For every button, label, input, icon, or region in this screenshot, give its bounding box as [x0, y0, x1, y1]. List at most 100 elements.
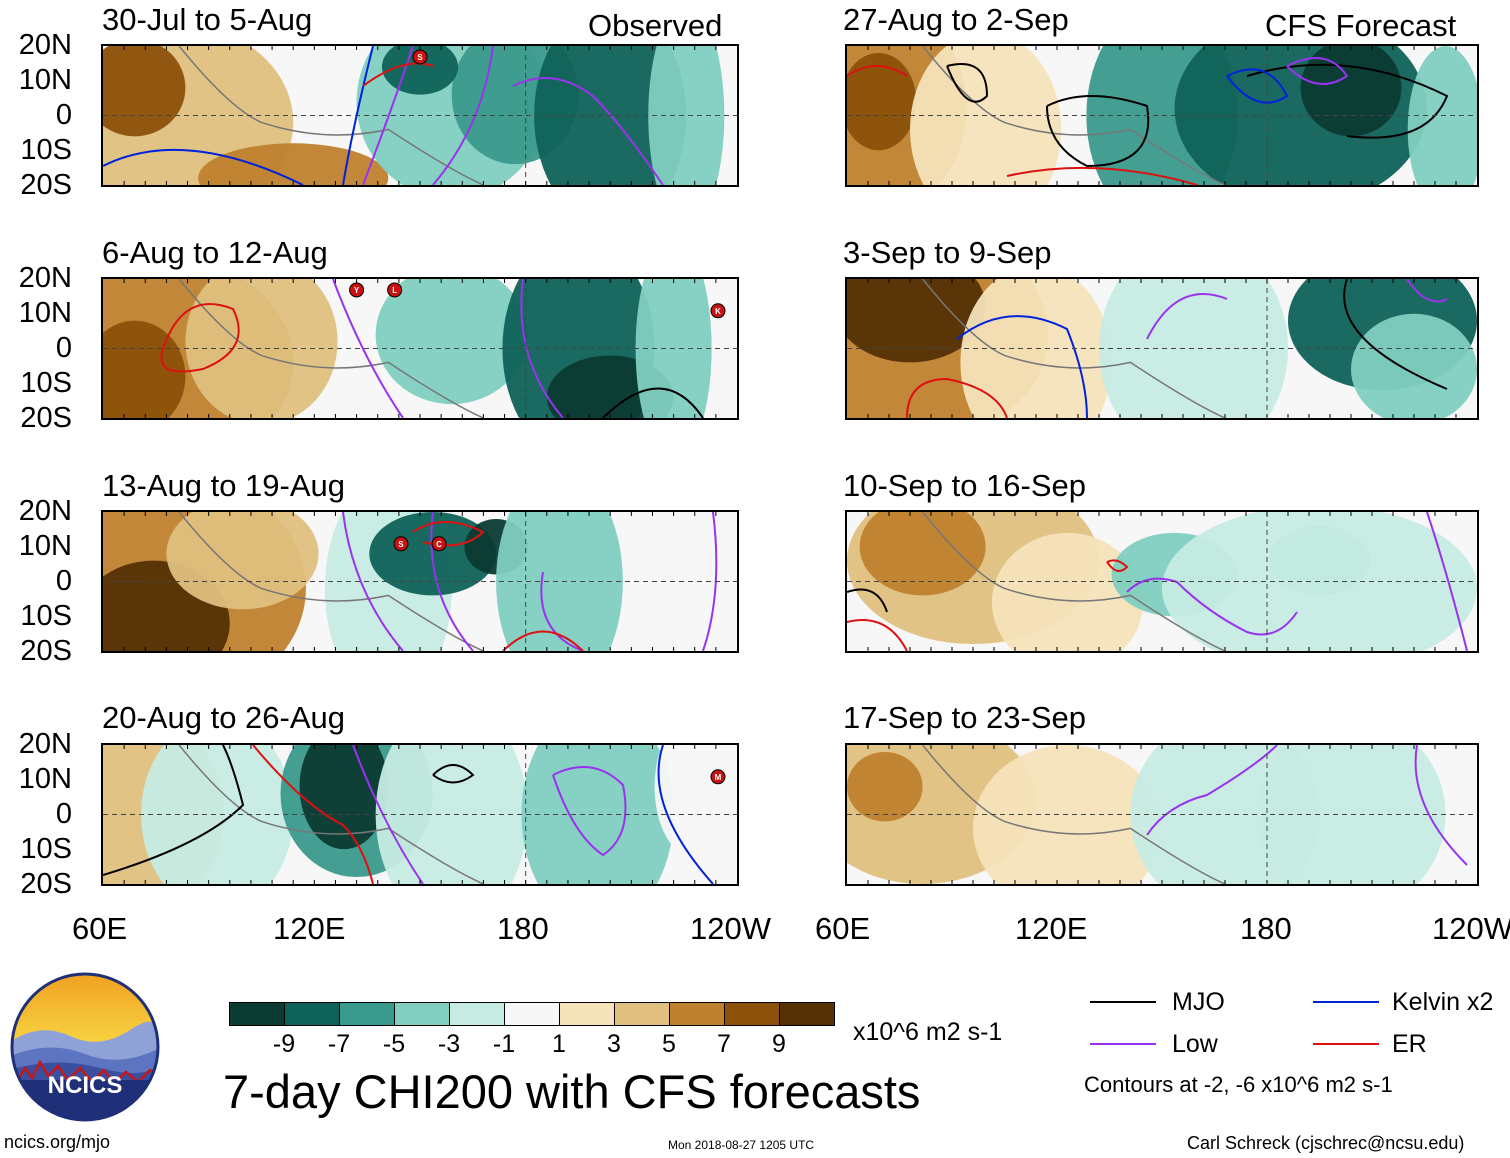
contour-line: [432, 764, 475, 784]
storm-marker: S: [412, 49, 428, 65]
storm-marker: Y: [349, 282, 365, 298]
contour-line: [252, 745, 374, 884]
anomaly-shading: [185, 279, 338, 418]
lat-label: 20N: [18, 728, 72, 760]
colorbar-units: x10^6 m2 s-1: [853, 1018, 1003, 1046]
contour-line: [1246, 63, 1449, 139]
contour-line: [512, 77, 664, 185]
lat-label: 10S: [20, 600, 72, 632]
lat-label: 0: [55, 332, 72, 364]
legend-label-kelvin: Kelvin x2: [1392, 988, 1494, 1016]
anomaly-shading: [299, 745, 389, 850]
lon-label-observed-60e: 60E: [72, 911, 128, 946]
storm-marker-symbol: [349, 282, 365, 298]
observed-panel-title-4: 20-Aug to 26-Aug: [102, 700, 346, 735]
coastline: [922, 46, 1226, 185]
lat-label: 20N: [18, 262, 72, 294]
forecast-panel-title-2: 3-Sep to 9-Sep: [843, 235, 1052, 270]
anomaly-shading: [859, 512, 986, 596]
coastline: [178, 46, 484, 185]
colorbar-swatch: [669, 1002, 725, 1026]
lon-label-observed-120w: 120W: [690, 911, 771, 946]
map-panel-forecast-3: [845, 510, 1479, 653]
contour-line: [103, 148, 304, 185]
colorbar-tick-label: -9: [272, 1030, 296, 1058]
lat-label: 10N: [18, 763, 72, 795]
contour-line: [946, 63, 989, 103]
lat-label: 20S: [20, 635, 72, 667]
lon-label-forecast-180: 180: [1240, 911, 1292, 946]
colorbar-tick-label: -3: [437, 1030, 461, 1058]
storm-marker-letter: Y: [354, 286, 360, 295]
coastline: [178, 745, 484, 884]
contour-line: [602, 387, 704, 418]
anomaly-shading: [496, 512, 623, 651]
contour-line: [342, 46, 374, 185]
contour-line: [1126, 577, 1298, 636]
map-panel-forecast-1: [845, 44, 1479, 187]
storm-marker: M: [710, 769, 726, 785]
storm-marker-symbol: [393, 536, 409, 552]
storm-marker-symbol: [412, 49, 428, 65]
storm-marker-letter: L: [392, 286, 397, 295]
contour-line: [702, 512, 718, 651]
anomaly-shading: [198, 143, 389, 185]
map-panel-forecast-2: [845, 277, 1479, 420]
lat-label: 0: [55, 99, 72, 131]
colorbar-tick-label: -7: [327, 1030, 351, 1058]
contour-line: [1406, 279, 1448, 303]
colorbar-swatch: [284, 1002, 340, 1026]
contour-line: [1414, 745, 1468, 866]
colorbar-tick-label: 3: [607, 1030, 621, 1058]
colorbar-tick-label: 1: [552, 1030, 566, 1058]
lat-label: 10S: [20, 134, 72, 166]
map-panel-observed-1: S: [101, 44, 739, 187]
contour-line: [362, 46, 414, 185]
lat-label: 10N: [18, 297, 72, 329]
colorbar-tick-label: -5: [382, 1030, 406, 1058]
contour-line: [352, 745, 424, 884]
colorbar-swatch: [614, 1002, 670, 1026]
contour-line: [432, 46, 494, 185]
legend-label-low: Low: [1172, 1030, 1218, 1058]
contour-line: [906, 377, 1008, 418]
contour-line: [956, 315, 1088, 418]
anomaly-shading: [375, 745, 528, 884]
legend-label-er: ER: [1392, 1030, 1427, 1058]
anomaly-shading: [648, 46, 725, 185]
footer-url[interactable]: ncics.org/mjo: [4, 1132, 111, 1152]
lat-label: 0: [55, 798, 72, 830]
observed-panel-title-1: 30-Jul to 5-Aug: [102, 2, 313, 37]
anomaly-shading: [991, 532, 1144, 651]
colorbar-tick-label: 5: [662, 1030, 676, 1058]
colorbar: [229, 1002, 835, 1026]
footer-timestamp: Mon 2018-08-27 1205 UTC: [668, 1138, 815, 1152]
colorbar-swatch: [779, 1002, 835, 1026]
contour-line: [1106, 559, 1129, 572]
contour-line: [847, 65, 908, 77]
contour-line: [1146, 745, 1278, 836]
colorbar-ticks: -9 -7 -5 -3 -1 1 3 5 7 9: [229, 1032, 834, 1062]
lon-label-observed-120e: 120E: [273, 911, 346, 946]
storm-marker-letter: S: [417, 53, 423, 62]
contour-line: [540, 571, 584, 651]
footer-author: Carl Schreck (cjschrec@ncsu.edu): [1187, 1133, 1465, 1153]
legend-label-mjo: MJO: [1172, 988, 1225, 1016]
colorbar-swatch: [724, 1002, 780, 1026]
anomaly-shading: [847, 751, 923, 822]
forecast-panel-title-3: 10-Sep to 16-Sep: [843, 468, 1087, 503]
map-panel-observed-2: Y L K: [101, 277, 739, 420]
lat-label: 20S: [20, 868, 72, 900]
contour-line: [342, 512, 404, 651]
colorbar-swatch: [229, 1002, 285, 1026]
observed-label: Observed: [588, 8, 723, 43]
forecast-panel-title-4: 17-Sep to 23-Sep: [843, 700, 1087, 735]
lon-label-forecast-60e: 60E: [815, 911, 871, 946]
contour-line: [520, 279, 564, 418]
lon-label-forecast-120e: 120E: [1015, 911, 1088, 946]
storm-marker-symbol: [387, 282, 403, 298]
contour-line: [1226, 68, 1289, 104]
storm-marker-letter: S: [398, 540, 404, 549]
coastline: [922, 745, 1226, 884]
